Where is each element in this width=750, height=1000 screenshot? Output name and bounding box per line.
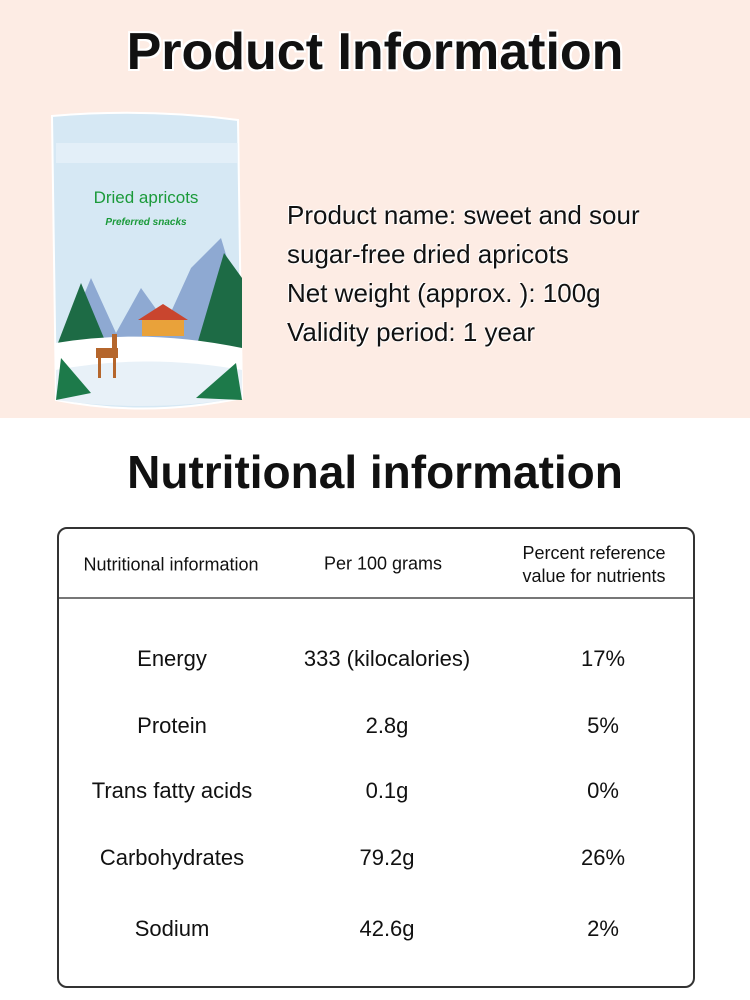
net-weight: Net weight (approx. ): 100g [287,278,601,308]
row-nrv: 0% [587,778,619,803]
nutrition-table: Nutritional information Per 100 grams Pe… [57,527,695,988]
row-per100: 2.8g [365,713,409,738]
row-per100: 333 (kilocalories) [303,646,471,671]
row-name: Carbohydrates [99,845,245,870]
product-name-line-1: Product name: sweet and sour [287,200,640,230]
row-per100: 0.1g [365,778,409,803]
row-nrv: 5% [587,713,619,738]
row-nrv: 26% [580,845,626,870]
package-name: Dried apricots [94,188,199,207]
row-per100: 42.6g [359,916,415,941]
validity-period: Validity period: 1 year [287,317,536,347]
nutrition-title: Nutritional information [127,446,623,498]
header-nutrient: Nutritional information [83,554,259,575]
product-details: Product name: sweet and sour sugar-free … [287,196,640,352]
product-info-section: Product Information Dried apricots Prefe… [0,0,750,418]
row-name: Protein [137,713,207,738]
row-name: Trans fatty acids [91,778,253,803]
header-nrv: Percent reference value for nutrients [522,543,666,586]
product-name-line-2: sugar-free dried apricots [287,239,569,269]
row-nrv: 2% [587,916,619,941]
package-tagline: Preferred snacks [105,217,187,228]
row-name: Sodium [134,916,210,941]
product-info-title: Product Information [126,23,624,81]
header-per100: Per 100 grams [323,553,443,574]
row-nrv: 17% [580,646,626,671]
table-header: Nutritional information Per 100 grams Pe… [59,529,693,599]
package-image: Dried apricots Preferred snacks [50,111,244,410]
row-name: Energy [137,646,207,671]
row-per100: 79.2g [359,845,415,870]
